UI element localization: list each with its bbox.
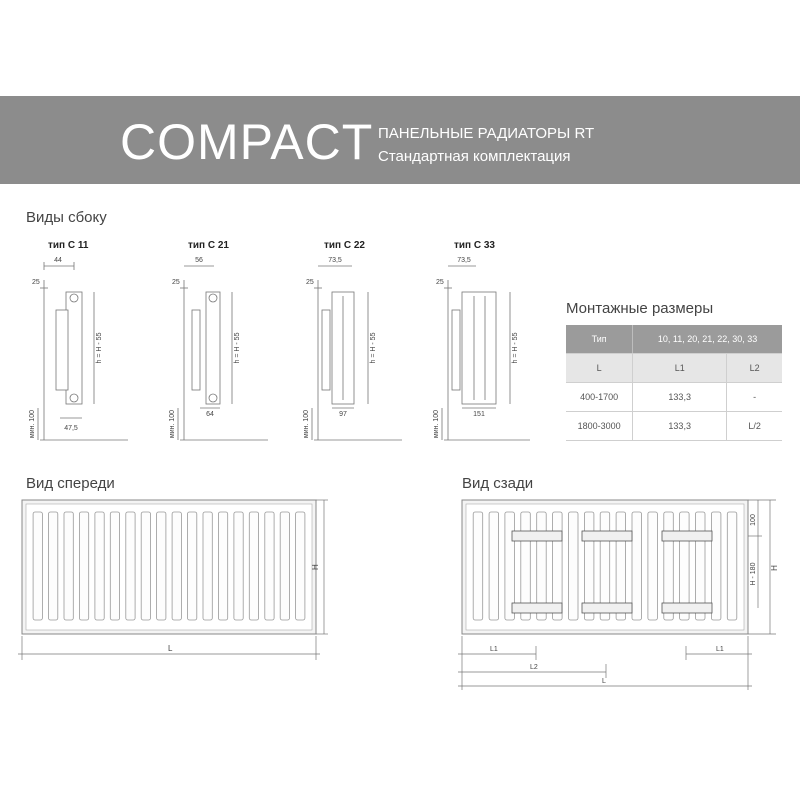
side-views-diagram: 44 25 47,5 h = H - 55 мин. 100 56 25 64 … [29, 257, 530, 441]
rear-dim-l1-left: L1 [490, 646, 498, 653]
header-banner [0, 96, 800, 184]
radiator-fin [568, 511, 579, 621]
radiator-fin [48, 511, 59, 621]
table-cell: 10, 11, 20, 21, 22, 30, 33 [632, 325, 782, 354]
rear-dim-100: 100 [750, 514, 757, 526]
mount-bracket [581, 602, 633, 614]
c33-height-dim: h = H - 55 [512, 332, 519, 363]
c33-depth-dim: 151 [473, 411, 485, 418]
rear-view-title: Вид сзади [462, 475, 534, 492]
front-dim-l: L [168, 644, 173, 653]
table-cell: L2 [726, 353, 782, 383]
radiator-fin [32, 511, 43, 621]
side-view-c22 [311, 265, 402, 441]
radiator-fin [488, 511, 499, 621]
table-cell: - [726, 382, 782, 412]
radiator-fin [140, 511, 151, 621]
radiator-fin [156, 511, 167, 621]
radiator-fin [248, 511, 260, 621]
mount-bracket [661, 530, 713, 542]
table-cell: L/2 [726, 411, 782, 441]
c21-wall-dim: 25 [172, 279, 180, 286]
rear-dim-l2: L2 [530, 664, 538, 671]
c11-top-dim: 44 [54, 257, 62, 264]
c21-floor-dim: мин. 100 [169, 410, 176, 438]
radiator-fin [109, 511, 121, 621]
table-cell: 133,3 [632, 411, 727, 441]
brand-title: COMPACT [120, 114, 374, 170]
c33-top-dim: 73,5 [457, 257, 471, 264]
side-view-c33 [441, 265, 530, 441]
c33-floor-dim: мин. 100 [433, 410, 440, 438]
side-view-c21 [177, 265, 268, 441]
type-c21-label: тип C 21 [188, 240, 229, 251]
table-subhead-row: L L1 L2 [566, 353, 782, 383]
rear-dim-h: H [770, 565, 779, 571]
radiator-fin [79, 511, 90, 621]
table-cell: 1800-3000 [566, 411, 633, 441]
mount-bracket [661, 602, 713, 614]
side-view-c11 [37, 262, 128, 441]
mount-bracket [511, 530, 563, 542]
mount-bracket [581, 530, 633, 542]
rear-dim-l1-right: L1 [716, 646, 724, 653]
type-c22-label: тип C 22 [324, 240, 365, 251]
table-cell: Тип [566, 325, 633, 354]
radiator-fin [295, 511, 306, 621]
radiator-fin [217, 511, 229, 621]
front-view-diagram: H L [18, 499, 328, 660]
mounting-table: Тип 10, 11, 20, 21, 22, 30, 33 L L1 L2 4… [566, 325, 782, 441]
table-cell: 400-1700 [566, 382, 633, 412]
rear-dim-l: L [602, 678, 606, 685]
radiator-fin [472, 511, 484, 621]
radiator-fin [264, 511, 275, 621]
c11-depth-dim: 47,5 [64, 425, 78, 432]
table-cell: L1 [632, 353, 727, 383]
c11-wall-dim: 25 [32, 279, 40, 286]
table-cell: 133,3 [632, 382, 727, 412]
mount-bracket [511, 602, 563, 614]
c22-height-dim: h = H - 55 [370, 332, 377, 363]
c22-floor-dim: мин. 100 [303, 410, 310, 438]
radiator-fin [63, 511, 74, 621]
type-c33-label: тип C 33 [454, 240, 495, 251]
table-cell: L [566, 353, 633, 383]
rear-dim-h180: H - 180 [750, 562, 757, 585]
side-views-title: Виды сбоку [26, 209, 107, 226]
radiator-fin [279, 511, 290, 621]
radiator-fin [726, 511, 738, 621]
c21-depth-dim: 64 [206, 411, 214, 418]
header-subtitle-2: Стандартная комплектация [378, 148, 571, 165]
radiator-fin [94, 511, 105, 621]
c11-height-dim: h = H - 55 [96, 332, 103, 363]
c22-top-dim: 73,5 [328, 257, 342, 264]
mounting-title: Монтажные размеры [566, 300, 714, 317]
c33-wall-dim: 25 [436, 279, 444, 286]
rear-view-diagram: 100 H - 180 H L1 L1 L2 L [458, 499, 779, 690]
c11-floor-dim: мин. 100 [29, 410, 36, 438]
header-subtitle-1: ПАНЕЛЬНЫЕ РАДИАТОРЫ RT [378, 125, 595, 142]
type-c11-label: тип C 11 [48, 240, 89, 251]
front-fins [32, 511, 306, 621]
table-row: 400-1700 133,3 - [566, 382, 782, 412]
radiator-fin [710, 511, 722, 621]
radiator-fin [171, 511, 182, 621]
c22-depth-dim: 97 [339, 411, 347, 418]
table-head-row: Тип 10, 11, 20, 21, 22, 30, 33 [566, 325, 782, 354]
radiator-fin [202, 511, 213, 621]
radiator-fin [125, 511, 136, 621]
c21-top-dim: 56 [195, 257, 203, 264]
radiator-fin [187, 511, 198, 621]
radiator-fin [233, 511, 244, 621]
table-row: 1800-3000 133,3 L/2 [566, 411, 782, 441]
c21-height-dim: h = H - 55 [234, 332, 241, 363]
radiator-fin [631, 511, 642, 621]
radiator-fin [647, 511, 658, 621]
c22-wall-dim: 25 [306, 279, 314, 286]
front-view-title: Вид спереди [26, 475, 115, 492]
front-dim-h: H [311, 564, 320, 570]
